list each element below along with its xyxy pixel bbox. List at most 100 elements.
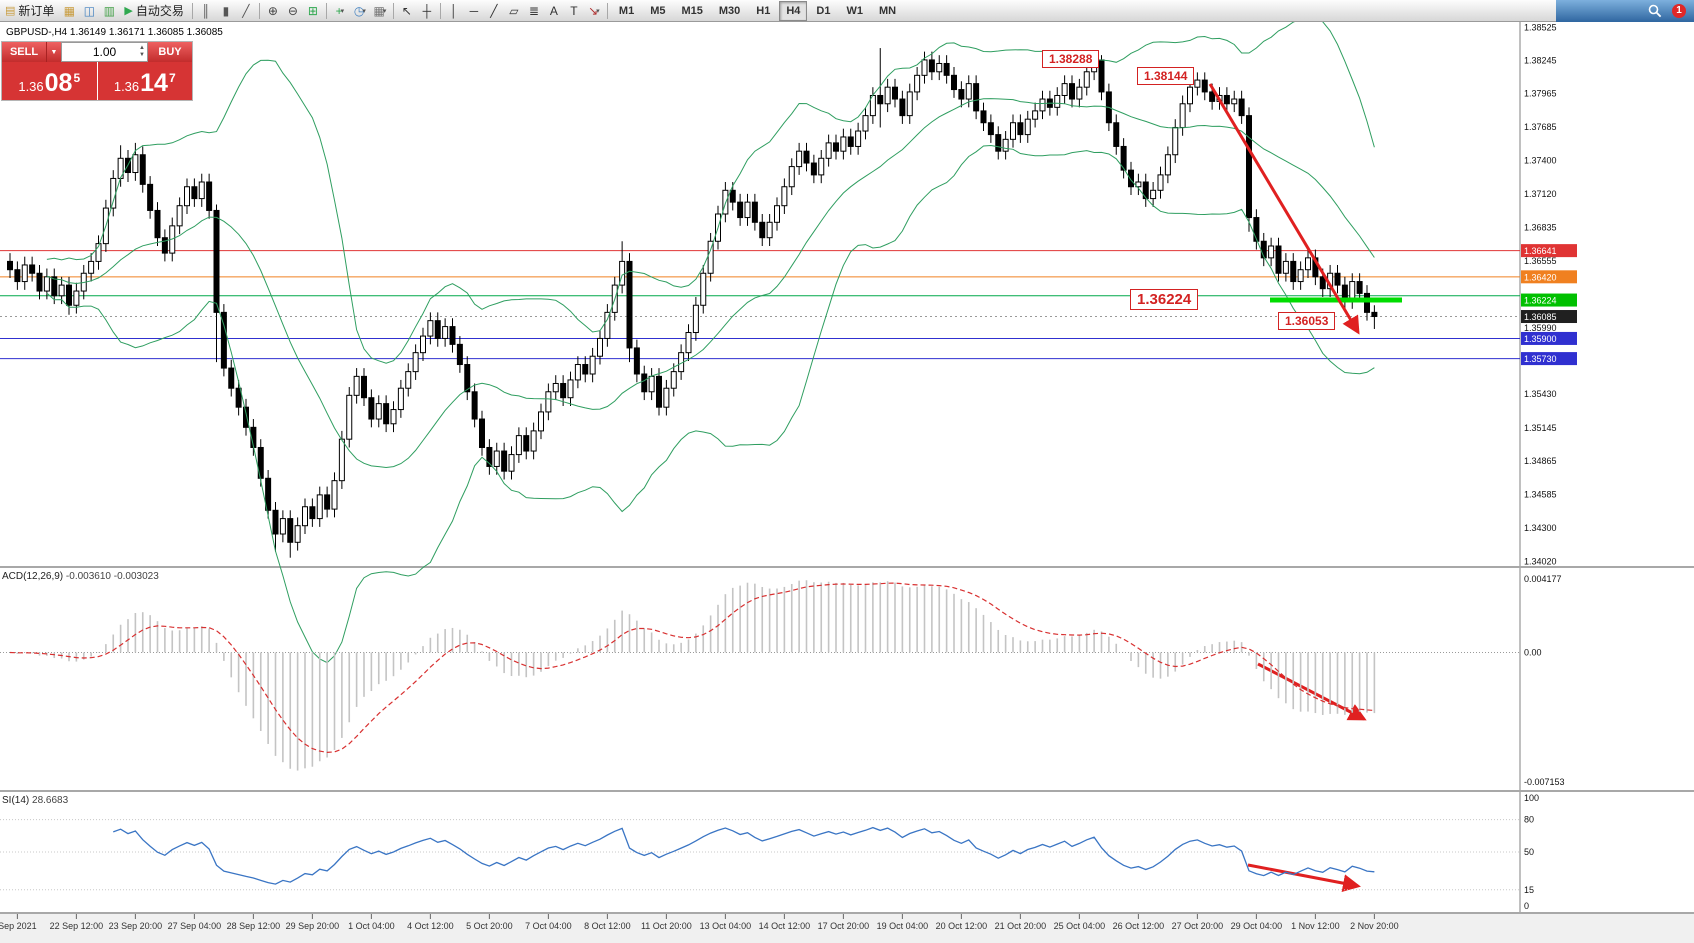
toolbar-separator xyxy=(191,2,193,19)
line-chart-icon[interactable]: ╱ xyxy=(236,1,256,21)
bar-chart-icon[interactable]: ║ xyxy=(196,1,216,21)
time-axis[interactable] xyxy=(0,914,1694,943)
lot-spinner[interactable]: ▲ ▼ xyxy=(139,44,145,60)
zoom-in-icon: ⊕ xyxy=(267,3,278,18)
price-tag xyxy=(1521,270,1577,284)
svg-text:1.35900: 1.35900 xyxy=(1524,334,1557,344)
svg-text:0.004177: 0.004177 xyxy=(1524,574,1562,584)
vertical-line-icon[interactable]: │ xyxy=(444,1,464,21)
timeframe-d1[interactable]: D1 xyxy=(816,4,831,17)
equidistant-channel-icon[interactable]: ▱ xyxy=(504,1,524,21)
auto-trading-button-label: 自动交易 xyxy=(135,4,184,18)
add-indicator-icon[interactable]: + ▾ xyxy=(330,1,350,21)
candlestick-chart-icon[interactable]: ▮ xyxy=(216,1,236,21)
svg-text:7 Oct 04:00: 7 Oct 04:00 xyxy=(525,921,572,931)
period-icon: ◷ xyxy=(353,3,365,18)
crosshair-icon[interactable]: ┼ xyxy=(417,1,437,21)
toolbar: ▤ 新订单 ▦ ◫ ▥ ▶ 自动交易 ║ ▮ ╱ ⊕ ⊖ ⊞ + ▾ ◷ ▾ ▦ ▾ ↖ ┼ │ ─ ╱ ▱ ≣ A T ↘ ▾ M1 M5… xyxy=(0,0,1694,22)
price-annotation[interactable]: 1.38144 xyxy=(1137,67,1195,85)
toolbar-separator xyxy=(439,2,441,19)
timeframe-m1[interactable]: M1 xyxy=(618,4,635,17)
buy-price-pip: 7 xyxy=(168,71,176,85)
timeframe-buttons: M1 M5 M15 M30 H1 H4 D1 W1 MN xyxy=(611,0,904,22)
candlestick-chart-icon: ▮ xyxy=(222,3,230,18)
svg-text:0: 0 xyxy=(1524,901,1529,911)
arrow-objects-icon[interactable]: ↘ ▾ xyxy=(584,1,604,21)
tile-windows-icon[interactable]: ⊞ xyxy=(303,1,323,21)
notification-badge[interactable]: 1 xyxy=(1672,3,1686,18)
svg-text:1.35430: 1.35430 xyxy=(1524,389,1557,399)
chevron-down-icon: ▾ xyxy=(382,7,387,15)
chart-window-icon[interactable]: ◫ xyxy=(79,1,99,21)
trendline-icon[interactable]: ╱ xyxy=(484,1,504,21)
trend-arrow[interactable] xyxy=(1208,83,1360,335)
search-area: 1 xyxy=(1556,0,1694,22)
fibonacci-icon[interactable]: ≣ xyxy=(524,1,544,21)
fibonacci-icon: ≣ xyxy=(528,3,539,18)
profiles-icon[interactable]: ▥ xyxy=(99,1,119,21)
new-order-button: ▤ xyxy=(5,5,16,17)
timeframe-h4[interactable]: H4 xyxy=(779,0,808,21)
trend-arrow[interactable] xyxy=(1247,863,1361,893)
svg-text:23 Sep 20:00: 23 Sep 20:00 xyxy=(109,921,163,931)
sell-button[interactable]: SELL xyxy=(2,42,46,62)
svg-text:50: 50 xyxy=(1524,847,1534,857)
chevron-down-icon: ▼ xyxy=(50,48,58,56)
sell-price-big: 08 xyxy=(44,69,73,97)
price-annotation[interactable]: 1.36053 xyxy=(1278,312,1336,330)
zoom-in-icon[interactable]: ⊕ xyxy=(263,1,283,21)
svg-text:1.34865: 1.34865 xyxy=(1524,456,1557,466)
package-icon[interactable]: ▦ xyxy=(59,1,79,21)
svg-text:2 Nov 20:00: 2 Nov 20:00 xyxy=(1350,921,1399,931)
template-icon[interactable]: ▦ ▾ xyxy=(370,1,390,21)
rsi-area[interactable] xyxy=(0,792,1520,912)
auto-trading-button[interactable]: ▶ 自动交易 xyxy=(119,1,188,21)
zoom-out-icon: ⊖ xyxy=(287,3,298,18)
crosshair-icon: ┼ xyxy=(422,3,432,18)
price-annotation[interactable]: 1.38288 xyxy=(1042,50,1100,68)
horizontal-line-icon[interactable]: ─ xyxy=(464,1,484,21)
buy-price[interactable]: 1.36 14 7 xyxy=(97,62,192,100)
text-icon[interactable]: A xyxy=(544,1,564,21)
new-order-button[interactable]: ▤ 新订单 xyxy=(0,1,59,21)
price-tag xyxy=(1521,352,1577,366)
svg-text:-0.007153: -0.007153 xyxy=(1524,777,1565,787)
svg-text:1.36555: 1.36555 xyxy=(1524,256,1557,266)
svg-text:1.37685: 1.37685 xyxy=(1524,122,1557,132)
svg-text:27 Sep 04:00: 27 Sep 04:00 xyxy=(168,921,222,931)
candles xyxy=(7,48,1378,558)
price-annotation[interactable]: 1.36224 xyxy=(1130,289,1199,310)
timeframe-w1[interactable]: W1 xyxy=(846,4,863,17)
macd-area[interactable] xyxy=(0,568,1520,790)
price-tag xyxy=(1521,310,1577,324)
text-icon: A xyxy=(549,3,558,18)
chart-canvas[interactable]: 1.38525 1.38245 1.37965 1.37685 1.37400 1.371… xyxy=(0,22,1694,943)
timeframe-mn[interactable]: MN xyxy=(878,4,897,17)
svg-text:80: 80 xyxy=(1524,815,1534,825)
order-options-dropdown[interactable]: ▼ xyxy=(46,42,61,62)
timeframe-m30[interactable]: M30 xyxy=(718,4,741,17)
lot-size-field[interactable]: 1.00 ▲ ▼ xyxy=(61,42,148,62)
price-axis[interactable] xyxy=(1520,22,1694,912)
period-icon[interactable]: ◷ ▾ xyxy=(350,1,370,21)
profiles-icon: ▥ xyxy=(103,3,116,18)
price-chart-area[interactable] xyxy=(0,22,1520,566)
zoom-out-icon[interactable]: ⊖ xyxy=(283,1,303,21)
symbol-ohlc-label: GBPUSD-,H4 1.36149 1.36171 1.36085 1.360… xyxy=(6,27,223,38)
spin-down-icon[interactable]: ▼ xyxy=(139,52,145,58)
text-label-icon[interactable]: T xyxy=(564,1,584,21)
svg-text:21 Oct 20:00: 21 Oct 20:00 xyxy=(995,921,1047,931)
timeframe-m5[interactable]: M5 xyxy=(650,4,666,17)
cursor-icon[interactable]: ↖ xyxy=(397,1,417,21)
spin-up-icon[interactable]: ▲ xyxy=(139,45,145,51)
toolbar-separator xyxy=(325,2,327,19)
timeframe-m15[interactable]: M15 xyxy=(681,4,703,17)
trend-arrow[interactable] xyxy=(1257,662,1367,721)
search-icon[interactable] xyxy=(1648,4,1662,18)
buy-button[interactable]: BUY xyxy=(148,42,192,62)
sell-price[interactable]: 1.36 08 5 xyxy=(2,62,97,100)
timeframe-h1[interactable]: H1 xyxy=(756,4,771,17)
equidistant-channel-icon: ▱ xyxy=(509,3,519,18)
svg-text:25 Oct 04:00: 25 Oct 04:00 xyxy=(1054,921,1106,931)
